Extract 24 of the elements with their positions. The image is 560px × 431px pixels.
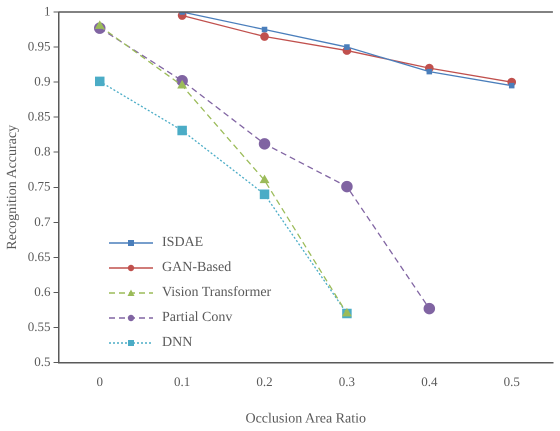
- legend-label: GAN-Based: [162, 260, 232, 276]
- y-tick-label: 0.9: [34, 74, 51, 89]
- legend-label: Vision Transformer: [162, 284, 272, 300]
- y-tick-label: 0.8: [34, 144, 51, 159]
- y-tick-label: 0.75: [28, 178, 51, 194]
- y-tick-label: 0.95: [28, 38, 51, 54]
- y-tick-label: 0.55: [28, 318, 51, 334]
- y-tick-label: 0.85: [28, 108, 51, 124]
- y-tick-label: 1: [44, 3, 51, 18]
- y-tick-label: 0.5: [34, 354, 51, 370]
- x-tick-label: 0: [96, 374, 103, 389]
- y-tick-label: 0.65: [28, 248, 51, 264]
- y-axis-title: Recognition Accuracy: [5, 124, 20, 250]
- y-tick-label: 0.7: [34, 214, 52, 229]
- legend-label: Partial Conv: [162, 310, 232, 326]
- legend-label: ISDAE: [162, 234, 204, 250]
- legend-label: DNN: [162, 334, 192, 350]
- x-tick-label: 0.2: [256, 374, 273, 389]
- y-tick-label: 0.6: [34, 284, 52, 299]
- x-tick-label: 0.1: [174, 374, 190, 389]
- x-tick-label: 0.4: [421, 374, 438, 389]
- x-axis-title: Occlusion Area Ratio: [245, 411, 366, 426]
- x-tick-label: 0.5: [504, 374, 520, 389]
- x-tick-label: 0.3: [338, 374, 356, 389]
